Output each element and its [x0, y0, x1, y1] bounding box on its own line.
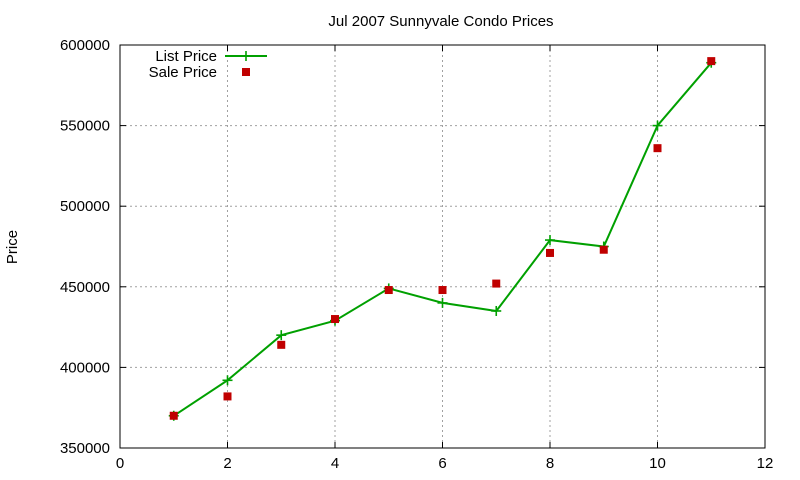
- chart-title: Jul 2007 Sunnyvale Condo Prices: [328, 13, 553, 30]
- legend-square-swatch: [242, 68, 250, 76]
- y-tick-label: 350000: [60, 440, 110, 457]
- data-point-square: [492, 279, 501, 288]
- data-point-cross: [491, 305, 502, 316]
- legend-cross-swatch: [241, 51, 251, 61]
- x-tick-label: 4: [331, 455, 339, 472]
- data-point-cross: [545, 235, 555, 246]
- x-tick-label: 10: [649, 455, 666, 472]
- data-point-cross: [437, 297, 448, 308]
- data-point-square: [438, 286, 447, 295]
- data-point-square: [546, 248, 554, 257]
- x-tick-label: 0: [116, 455, 124, 472]
- data-point-square: [707, 57, 716, 66]
- y-tick-label: 600000: [60, 37, 110, 54]
- data-point-square: [331, 315, 339, 324]
- legend-label: Sale Price: [149, 64, 217, 81]
- x-tick-label: 6: [438, 455, 446, 472]
- data-point-cross: [222, 375, 233, 386]
- data-point-square: [384, 286, 393, 295]
- x-tick-label: 2: [223, 455, 231, 472]
- x-tick-label: 12: [757, 455, 774, 472]
- axis-ticks: 0 2 4 6 8 10 12 350000 400000 450000 500000 550000 6…: [60, 37, 773, 472]
- data-point-cross: [652, 120, 663, 131]
- series-layer: [168, 57, 717, 421]
- data-point-square: [599, 245, 608, 254]
- x-tick-label: 8: [546, 455, 554, 472]
- data-point-square: [653, 144, 662, 153]
- legend-label: List Price: [155, 48, 217, 65]
- y-tick-label: 400000: [60, 359, 110, 376]
- y-tick-label: 550000: [60, 118, 110, 135]
- y-tick-label: 450000: [60, 279, 110, 296]
- y-axis-label: Price: [4, 230, 21, 264]
- data-point-square: [169, 411, 178, 420]
- y-tick-label: 500000: [60, 198, 110, 215]
- data-point-square: [223, 392, 232, 401]
- data-point-square: [277, 340, 286, 349]
- series-sale-price: [169, 57, 716, 420]
- data-point-cross: [276, 330, 287, 341]
